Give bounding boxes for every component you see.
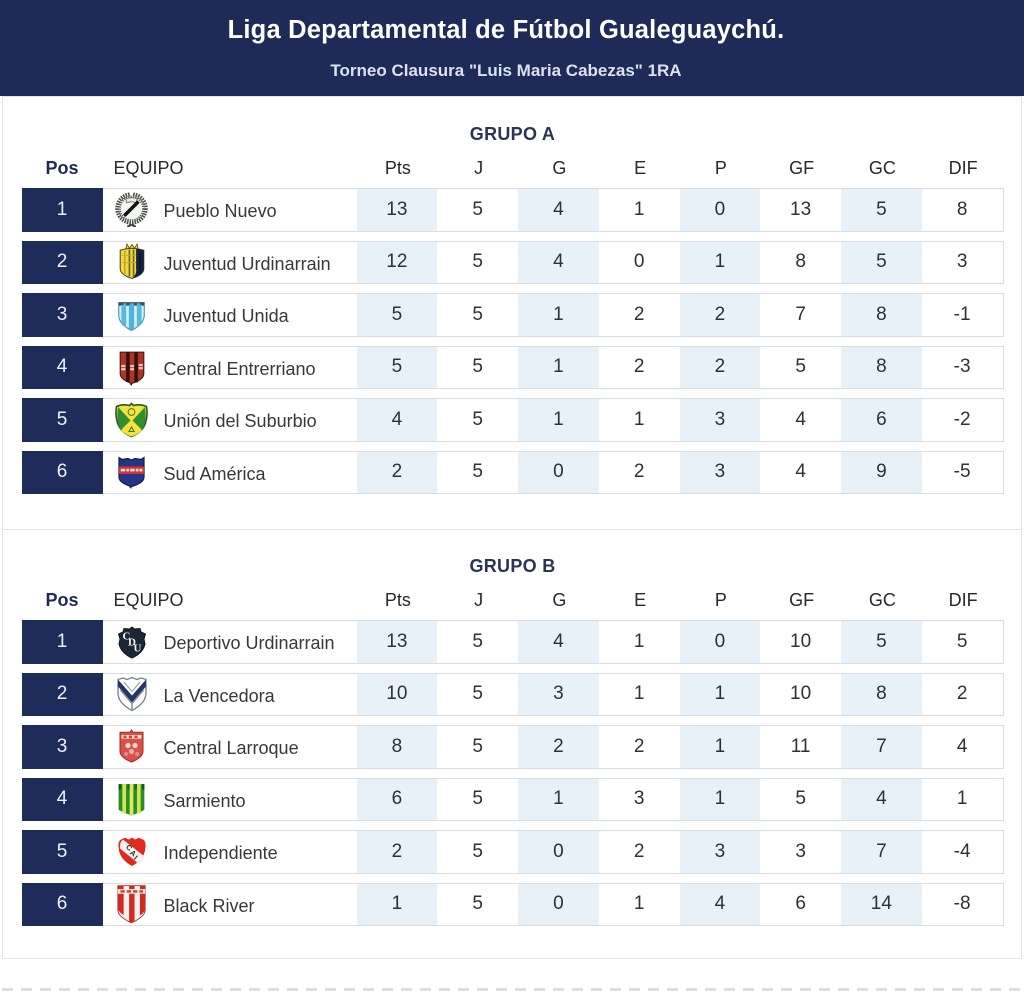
- svg-text:A: A: [128, 848, 138, 859]
- svg-text:D: D: [128, 636, 136, 648]
- svg-text:U: U: [133, 642, 141, 654]
- svg-text:C: C: [122, 630, 130, 642]
- svg-text:C: C: [124, 843, 134, 854]
- svg-text:I: I: [132, 854, 139, 862]
